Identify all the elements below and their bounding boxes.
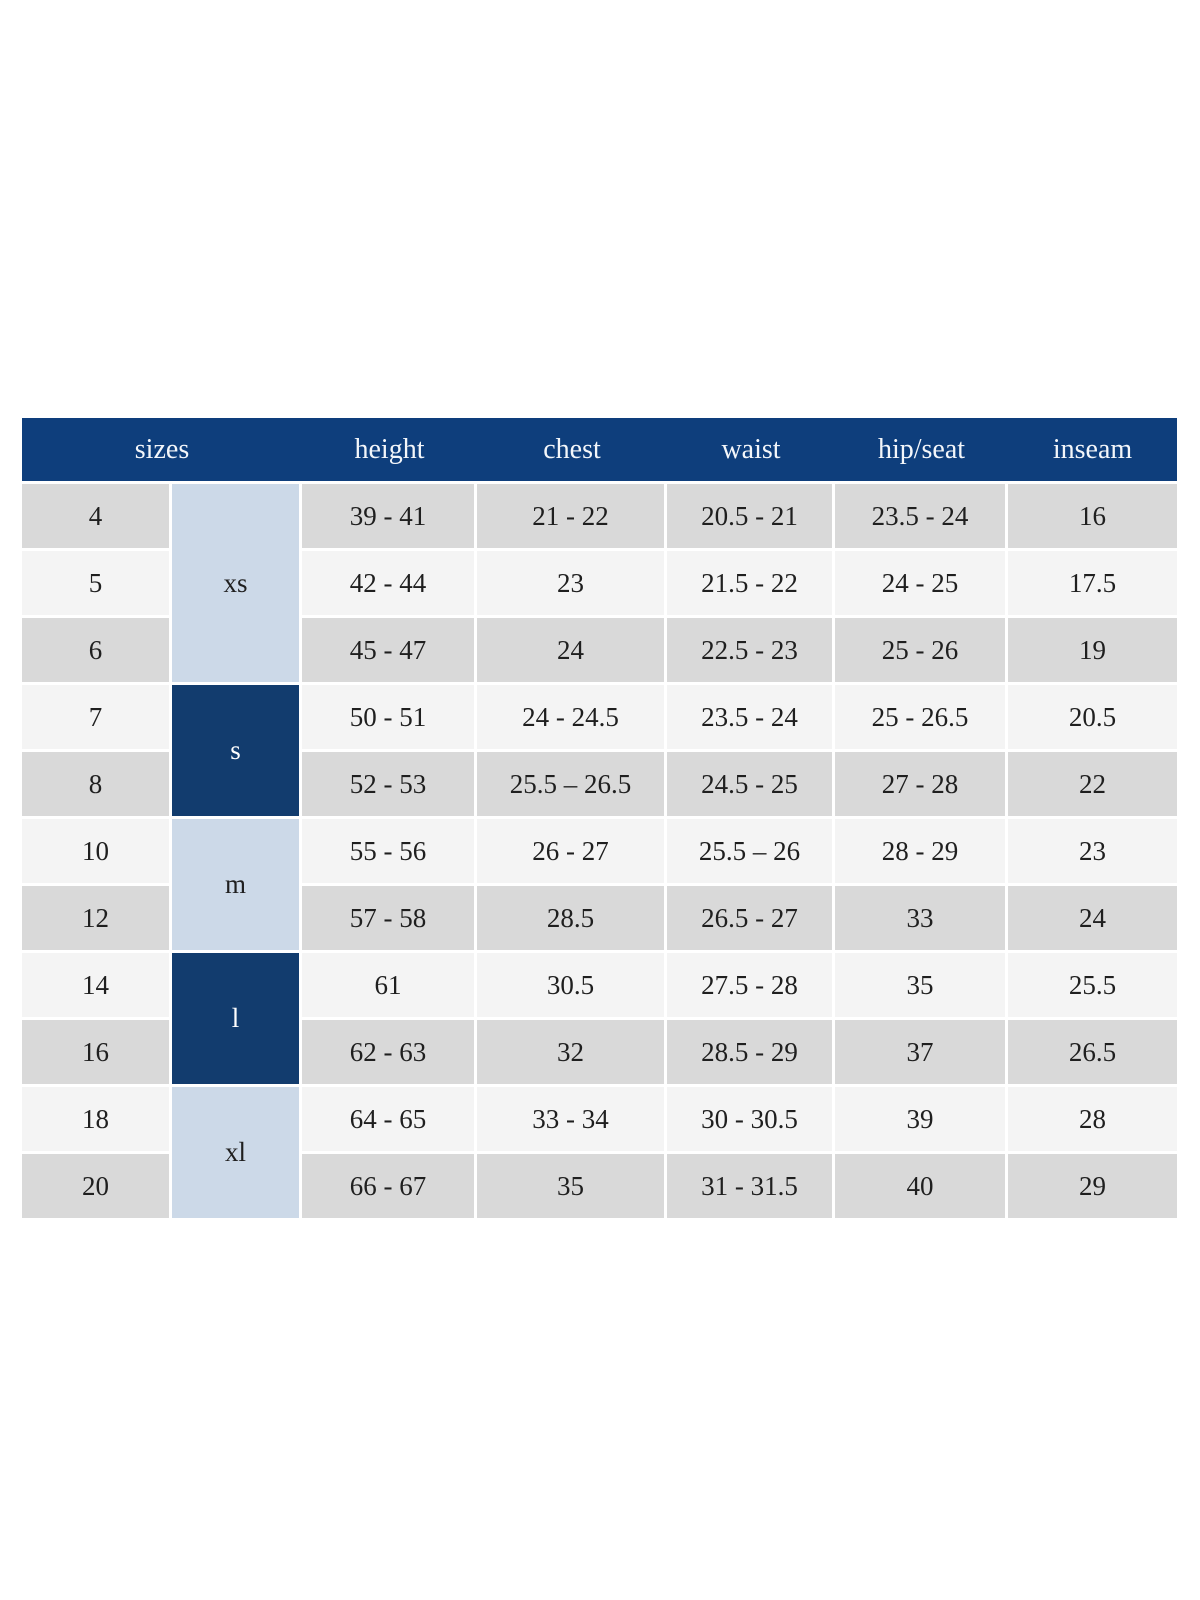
cell-size: 8: [22, 752, 172, 819]
cell-size: 5: [22, 551, 172, 618]
header-waist: waist: [667, 418, 835, 484]
cell-hip-seat: 25 - 26: [835, 618, 1008, 685]
table-row-size-20: 20 66 - 67 35 31 - 31.5 40 29: [22, 1154, 1177, 1221]
cell-inseam: 24: [1008, 886, 1177, 953]
cell-waist: 20.5 - 21: [667, 484, 835, 551]
cell-height: 61: [302, 953, 477, 1020]
cell-height: 64 - 65: [302, 1087, 477, 1154]
cell-hip-seat: 23.5 - 24: [835, 484, 1008, 551]
cell-waist: 24.5 - 25: [667, 752, 835, 819]
header-sizes: sizes: [22, 418, 302, 484]
cell-inseam: 22: [1008, 752, 1177, 819]
cell-waist: 26.5 - 27: [667, 886, 835, 953]
cell-waist: 31 - 31.5: [667, 1154, 835, 1221]
table-row-size-18: 18 xl 64 - 65 33 - 34 30 - 30.5 39 28: [22, 1087, 1177, 1221]
cell-size: 4: [22, 484, 172, 551]
cell-waist: 27.5 - 28: [667, 953, 835, 1020]
cell-hip-seat: 27 - 28: [835, 752, 1008, 819]
table-row-size-12: 12 57 - 58 28.5 26.5 - 27 33 24: [22, 886, 1177, 953]
cell-height: 45 - 47: [302, 618, 477, 685]
cell-size: 6: [22, 618, 172, 685]
size-group-m: m: [172, 819, 302, 953]
table-row-size-6: 6 45 - 47 24 22.5 - 23 25 - 26 19: [22, 618, 1177, 685]
cell-height: 52 - 53: [302, 752, 477, 819]
cell-hip-seat: 39: [835, 1087, 1008, 1154]
cell-waist: 30 - 30.5: [667, 1087, 835, 1154]
cell-size: 7: [22, 685, 172, 752]
table-row-size-16: 16 62 - 63 32 28.5 - 29 37 26.5: [22, 1020, 1177, 1087]
table-row-size-8: 8 52 - 53 25.5 – 26.5 24.5 - 25 27 - 28 …: [22, 752, 1177, 819]
cell-height: 55 - 56: [302, 819, 477, 886]
cell-height: 50 - 51: [302, 685, 477, 752]
cell-waist: 23.5 - 24: [667, 685, 835, 752]
cell-chest: 23: [477, 551, 667, 618]
cell-inseam: 16: [1008, 484, 1177, 551]
header-row: sizes height chest waist hip/seat inseam: [22, 418, 1177, 484]
cell-height: 66 - 67: [302, 1154, 477, 1221]
cell-inseam: 29: [1008, 1154, 1177, 1221]
cell-waist: 22.5 - 23: [667, 618, 835, 685]
size-group-s: s: [172, 685, 302, 819]
cell-waist: 21.5 - 22: [667, 551, 835, 618]
cell-hip-seat: 35: [835, 953, 1008, 1020]
table-body: 4 xs 39 - 41 21 - 22 20.5 - 21 23.5 - 24…: [22, 484, 1177, 1221]
cell-inseam: 26.5: [1008, 1020, 1177, 1087]
cell-chest: 24: [477, 618, 667, 685]
cell-hip-seat: 37: [835, 1020, 1008, 1087]
cell-chest: 21 - 22: [477, 484, 667, 551]
cell-chest: 30.5: [477, 953, 667, 1020]
cell-size: 12: [22, 886, 172, 953]
cell-size: 20: [22, 1154, 172, 1221]
header-chest: chest: [477, 418, 667, 484]
cell-inseam: 17.5: [1008, 551, 1177, 618]
header-hip-seat: hip/seat: [835, 418, 1008, 484]
cell-chest: 25.5 – 26.5: [477, 752, 667, 819]
size-group-l: l: [172, 953, 302, 1087]
table-row-size-14: 14 l 61 30.5 27.5 - 28 35 25.5: [22, 953, 1177, 1087]
table-row-size-7: 7 s 50 - 51 24 - 24.5 23.5 - 24 25 - 26.…: [22, 685, 1177, 819]
cell-height: 57 - 58: [302, 886, 477, 953]
cell-hip-seat: 28 - 29: [835, 819, 1008, 886]
cell-height: 62 - 63: [302, 1020, 477, 1087]
cell-size: 18: [22, 1087, 172, 1154]
cell-chest: 35: [477, 1154, 667, 1221]
cell-inseam: 20.5: [1008, 685, 1177, 752]
table-header: sizes height chest waist hip/seat inseam: [22, 418, 1177, 484]
cell-chest: 33 - 34: [477, 1087, 667, 1154]
cell-waist: 25.5 – 26: [667, 819, 835, 886]
cell-size: 16: [22, 1020, 172, 1087]
cell-inseam: 25.5: [1008, 953, 1177, 1020]
cell-chest: 32: [477, 1020, 667, 1087]
cell-chest: 24 - 24.5: [477, 685, 667, 752]
cell-chest: 26 - 27: [477, 819, 667, 886]
table-row-size-10: 10 m 55 - 56 26 - 27 25.5 – 26 28 - 29 2…: [22, 819, 1177, 953]
table-row-size-4: 4 xs 39 - 41 21 - 22 20.5 - 21 23.5 - 24…: [22, 484, 1177, 685]
cell-inseam: 19: [1008, 618, 1177, 685]
cell-height: 42 - 44: [302, 551, 477, 618]
size-group-xl: xl: [172, 1087, 302, 1221]
size-chart-table: sizes height chest waist hip/seat inseam…: [22, 418, 1177, 1221]
cell-inseam: 28: [1008, 1087, 1177, 1154]
header-height: height: [302, 418, 477, 484]
cell-waist: 28.5 - 29: [667, 1020, 835, 1087]
table-row-size-5: 5 42 - 44 23 21.5 - 22 24 - 25 17.5: [22, 551, 1177, 618]
cell-chest: 28.5: [477, 886, 667, 953]
cell-hip-seat: 33: [835, 886, 1008, 953]
cell-hip-seat: 24 - 25: [835, 551, 1008, 618]
cell-hip-seat: 40: [835, 1154, 1008, 1221]
cell-hip-seat: 25 - 26.5: [835, 685, 1008, 752]
cell-height: 39 - 41: [302, 484, 477, 551]
header-inseam: inseam: [1008, 418, 1177, 484]
cell-inseam: 23: [1008, 819, 1177, 886]
cell-size: 14: [22, 953, 172, 1020]
size-group-xs: xs: [172, 484, 302, 685]
cell-size: 10: [22, 819, 172, 886]
